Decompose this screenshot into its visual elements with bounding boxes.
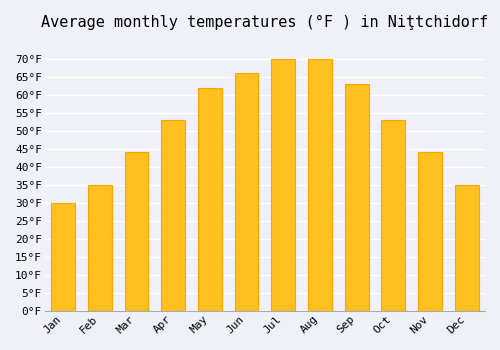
- Bar: [418, 153, 442, 311]
- Bar: [198, 88, 222, 311]
- Bar: [88, 185, 112, 311]
- Bar: [382, 120, 405, 311]
- Bar: [344, 84, 368, 311]
- Bar: [272, 59, 295, 311]
- Bar: [162, 120, 185, 311]
- Title: Average monthly temperatures (°F ) in Niţtchidorf: Average monthly temperatures (°F ) in Ni…: [42, 15, 488, 30]
- Bar: [51, 203, 75, 311]
- Bar: [308, 59, 332, 311]
- Bar: [234, 73, 258, 311]
- Bar: [454, 185, 478, 311]
- Bar: [124, 153, 148, 311]
